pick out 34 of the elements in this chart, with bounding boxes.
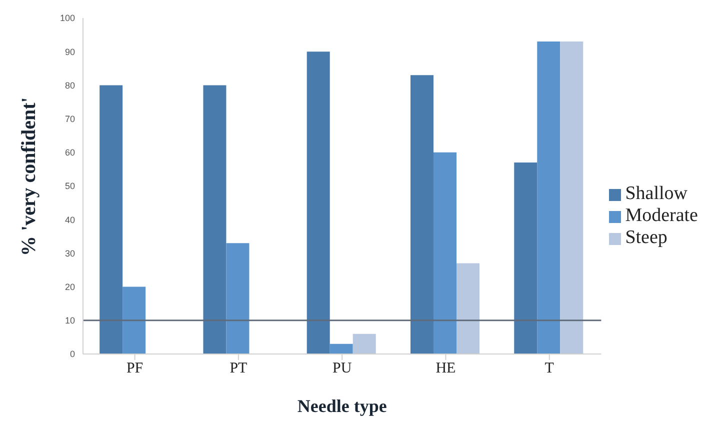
bar: [456, 263, 480, 354]
y-tick-label: 0: [70, 349, 75, 360]
bar: [410, 75, 434, 354]
x-tick-label: HE: [436, 360, 456, 377]
bar: [122, 286, 146, 354]
bar: [433, 152, 456, 354]
y-axis-title: % 'very confident': [18, 97, 40, 256]
bar: [203, 85, 226, 354]
bar: [537, 42, 560, 354]
x-tick-label: PU: [332, 360, 352, 377]
legend-label: Shallow: [625, 183, 688, 204]
bar: [306, 52, 330, 354]
y-tick-label: 30: [64, 248, 75, 258]
bar: [514, 162, 538, 354]
y-tick-label: 60: [64, 148, 75, 158]
y-tick-label: 70: [64, 114, 75, 124]
x-tick-label: T: [544, 360, 554, 377]
y-tick-label: 10: [64, 316, 75, 326]
legend-label: Moderate: [625, 205, 698, 226]
x-axis-title: Needle type: [297, 396, 387, 416]
bar: [226, 243, 250, 354]
x-tick-label: PT: [230, 360, 248, 377]
bar: [560, 42, 584, 354]
y-tick-label: 20: [64, 282, 75, 292]
legend-label: Steep: [625, 227, 668, 248]
y-tick-label: 50: [64, 181, 75, 192]
y-tick-label: 90: [64, 46, 75, 57]
bar: [352, 334, 376, 354]
y-tick-label: 100: [60, 13, 75, 24]
x-tick-label: PF: [126, 360, 144, 377]
bar: [330, 344, 353, 354]
bar: [100, 85, 123, 354]
y-tick-label: 80: [64, 80, 75, 90]
y-tick-label: 40: [64, 214, 75, 225]
